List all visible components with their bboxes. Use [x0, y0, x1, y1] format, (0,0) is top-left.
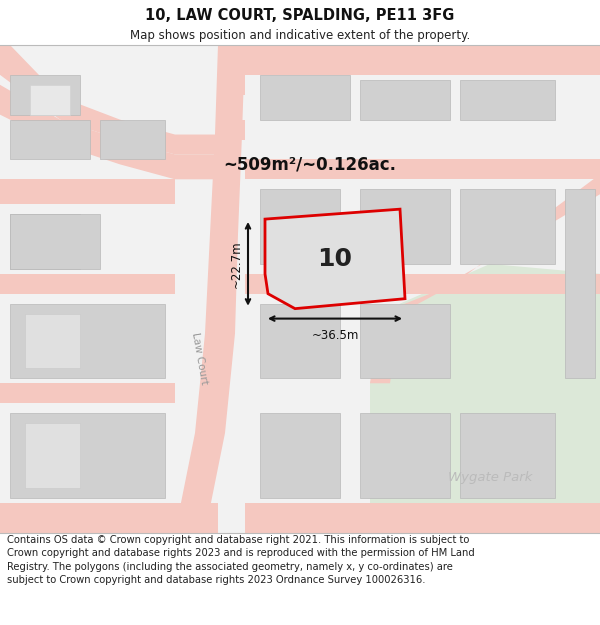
Polygon shape: [10, 304, 165, 378]
Polygon shape: [245, 274, 600, 294]
Text: ~22.7m: ~22.7m: [230, 240, 243, 288]
Polygon shape: [460, 189, 555, 264]
Text: Wygate Park: Wygate Park: [448, 471, 532, 484]
Polygon shape: [0, 383, 175, 403]
Polygon shape: [30, 85, 70, 114]
Polygon shape: [175, 45, 245, 532]
Polygon shape: [260, 75, 350, 119]
Polygon shape: [10, 413, 165, 498]
Text: ~509m²/~0.126ac.: ~509m²/~0.126ac.: [223, 156, 397, 173]
Polygon shape: [100, 119, 165, 159]
Polygon shape: [0, 503, 600, 532]
Polygon shape: [360, 413, 450, 498]
Text: Map shows position and indicative extent of the property.: Map shows position and indicative extent…: [130, 29, 470, 42]
Polygon shape: [0, 179, 175, 204]
Polygon shape: [260, 189, 340, 264]
Polygon shape: [565, 189, 595, 378]
Polygon shape: [460, 413, 555, 498]
Text: Contains OS data © Crown copyright and database right 2021. This information is : Contains OS data © Crown copyright and d…: [7, 535, 475, 585]
Text: Law Court: Law Court: [190, 331, 209, 385]
Text: 10: 10: [317, 247, 353, 271]
Polygon shape: [0, 75, 215, 179]
Polygon shape: [218, 45, 600, 95]
Polygon shape: [260, 304, 340, 378]
Polygon shape: [25, 423, 80, 488]
Polygon shape: [460, 80, 555, 119]
Polygon shape: [370, 164, 600, 383]
Polygon shape: [360, 304, 450, 378]
Text: ~36.5m: ~36.5m: [311, 329, 359, 341]
Polygon shape: [360, 80, 450, 119]
Polygon shape: [218, 119, 600, 179]
Polygon shape: [0, 45, 215, 154]
Polygon shape: [10, 214, 100, 269]
Polygon shape: [265, 209, 405, 309]
Polygon shape: [360, 189, 450, 264]
Polygon shape: [25, 314, 80, 368]
Text: 10, LAW COURT, SPALDING, PE11 3FG: 10, LAW COURT, SPALDING, PE11 3FG: [145, 8, 455, 23]
Polygon shape: [10, 214, 80, 269]
Polygon shape: [0, 45, 600, 532]
Polygon shape: [10, 119, 90, 159]
Polygon shape: [260, 413, 340, 498]
Polygon shape: [0, 274, 175, 294]
Polygon shape: [10, 75, 80, 114]
Polygon shape: [370, 264, 600, 532]
